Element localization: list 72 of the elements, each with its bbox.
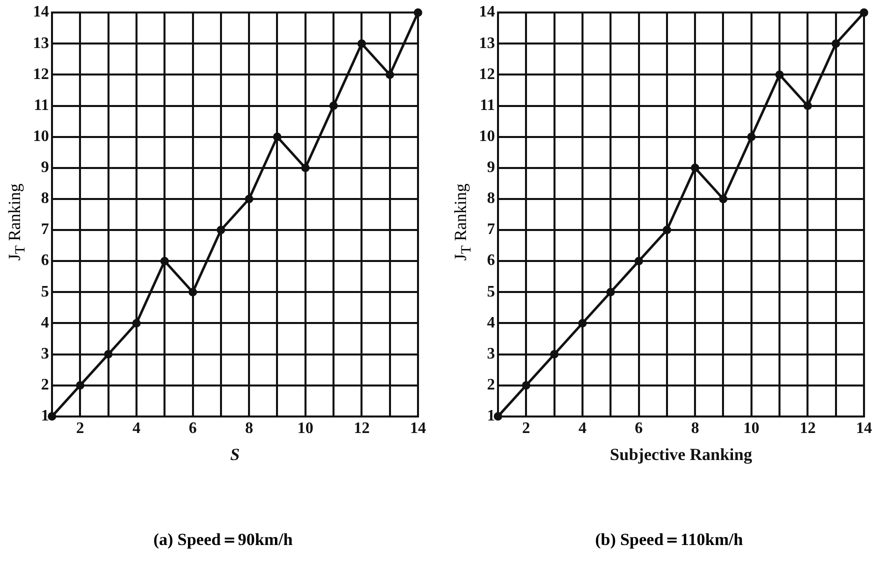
y-tick-label: 14 bbox=[479, 4, 495, 21]
y-tick-label: 10 bbox=[479, 128, 495, 145]
y-tick-label: 3 bbox=[41, 345, 49, 362]
point bbox=[662, 226, 672, 234]
text: (a) Speed＝90km/h bbox=[152, 529, 294, 551]
point bbox=[634, 256, 644, 266]
y-tick-label: 6 bbox=[41, 252, 49, 270]
point bbox=[188, 288, 198, 296]
point bbox=[160, 256, 169, 266]
x-tick-label: 4 bbox=[132, 420, 140, 438]
x-tick-label: 2 bbox=[76, 420, 84, 438]
y-tick-label: 9 bbox=[41, 159, 49, 176]
point bbox=[414, 8, 422, 17]
point bbox=[132, 318, 141, 328]
y-tick-label: 4 bbox=[487, 314, 495, 332]
point bbox=[606, 288, 615, 296]
y-tick-label: 12 bbox=[479, 66, 495, 83]
y-tick-label: 2 bbox=[487, 376, 495, 394]
point bbox=[860, 8, 868, 17]
x-tick-label: 14 bbox=[856, 420, 872, 438]
y-tick-label: 5 bbox=[41, 283, 49, 300]
point bbox=[718, 194, 728, 204]
y-tick-label: 8 bbox=[487, 190, 495, 208]
y-tick-label: 11 bbox=[34, 96, 49, 114]
y-tick-label: 10 bbox=[33, 128, 49, 145]
x-tick-label: 6 bbox=[634, 420, 643, 438]
x-tick-label: 8 bbox=[691, 420, 700, 438]
point bbox=[832, 39, 840, 48]
y-tick-label: 6 bbox=[487, 252, 495, 270]
y-tick-label: 12 bbox=[33, 66, 49, 83]
point bbox=[76, 381, 84, 390]
text: (b) Speed＝110km/h bbox=[594, 529, 744, 551]
point bbox=[272, 132, 282, 142]
x-axis-title: Subjective Ranking bbox=[610, 445, 753, 464]
point bbox=[803, 102, 812, 110]
y-tick-label: 4 bbox=[41, 314, 49, 332]
y-tick-label: 7 bbox=[41, 221, 49, 238]
x-tick-label: 8 bbox=[245, 420, 254, 438]
point bbox=[244, 194, 254, 204]
y-tick-label: 8 bbox=[41, 190, 49, 208]
y-tick-label: 3 bbox=[487, 345, 495, 362]
point bbox=[775, 70, 784, 79]
point bbox=[104, 350, 113, 359]
y-tick-label: 11 bbox=[480, 96, 495, 114]
y-tick-label: 13 bbox=[479, 34, 495, 52]
x-tick-label: 12 bbox=[800, 420, 816, 438]
point bbox=[522, 381, 530, 390]
point bbox=[747, 132, 756, 142]
point bbox=[301, 164, 310, 172]
point bbox=[216, 226, 226, 234]
x-tick-label: 4 bbox=[578, 420, 586, 438]
y-tick-label: 2 bbox=[41, 376, 49, 394]
point bbox=[329, 102, 338, 110]
point bbox=[690, 164, 700, 172]
x-axis-title: S bbox=[230, 445, 240, 464]
y-tick-label: 5 bbox=[487, 283, 495, 300]
y-tick-label: 7 bbox=[487, 221, 495, 238]
point bbox=[550, 350, 559, 359]
x-tick-label: 2 bbox=[522, 420, 530, 438]
x-tick-label: 12 bbox=[354, 420, 370, 438]
point bbox=[386, 70, 394, 79]
x-tick-label: 6 bbox=[188, 420, 197, 438]
y-tick-label: 9 bbox=[487, 159, 495, 176]
y-tick-label: 13 bbox=[33, 34, 49, 52]
y-tick-label: 14 bbox=[33, 4, 49, 21]
x-tick-label: 14 bbox=[410, 420, 426, 438]
y-tick-label: 1 bbox=[41, 408, 49, 425]
point bbox=[578, 318, 587, 328]
x-tick-label: 10 bbox=[743, 420, 760, 438]
y-tick-label: 1 bbox=[487, 408, 495, 425]
x-tick-label: 10 bbox=[297, 420, 314, 438]
point bbox=[357, 39, 366, 48]
